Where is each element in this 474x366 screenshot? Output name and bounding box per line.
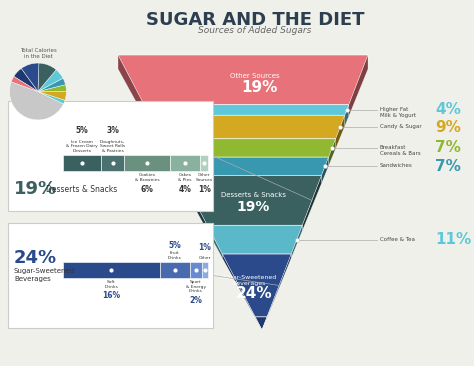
Text: 9%: 9%: [435, 120, 461, 135]
Text: SUGAR AND THE DIET: SUGAR AND THE DIET: [146, 11, 364, 29]
Wedge shape: [38, 70, 63, 92]
Bar: [170, 155, 201, 171]
Text: 13%: 13%: [8, 118, 68, 142]
Text: Higher Fat
Milk & Yogurt: Higher Fat Milk & Yogurt: [380, 107, 416, 118]
Text: 19%: 19%: [237, 200, 270, 214]
Polygon shape: [172, 157, 181, 183]
Text: Added Sugars: Added Sugars: [16, 136, 60, 141]
Text: Total Calories
in the Diet: Total Calories in the Diet: [19, 48, 56, 59]
Wedge shape: [11, 76, 38, 92]
Text: Ice Cream
& Frozen Dairy
Desserts: Ice Cream & Frozen Dairy Desserts: [66, 140, 98, 153]
Text: 1%: 1%: [199, 243, 211, 252]
Text: 16%: 16%: [102, 291, 120, 300]
Polygon shape: [345, 105, 349, 126]
Polygon shape: [302, 175, 321, 231]
Text: 6%: 6%: [140, 185, 154, 194]
Text: Sandwiches: Sandwiches: [380, 163, 413, 168]
Polygon shape: [181, 175, 321, 225]
Polygon shape: [118, 55, 144, 116]
Bar: [63, 262, 160, 278]
Polygon shape: [292, 225, 302, 258]
Text: 5%: 5%: [168, 241, 181, 250]
Text: Other Sources: Other Sources: [230, 73, 280, 79]
Polygon shape: [349, 55, 368, 116]
Polygon shape: [255, 317, 262, 330]
Text: Breakfast
Cereals & Bars: Breakfast Cereals & Bars: [380, 145, 420, 156]
Polygon shape: [144, 105, 349, 115]
Polygon shape: [162, 139, 172, 166]
Bar: [101, 155, 124, 171]
Text: 19%: 19%: [14, 180, 57, 198]
Text: 4%: 4%: [179, 185, 191, 194]
Text: 19%: 19%: [242, 81, 278, 96]
Text: Sport
& Energy
Drinks: Sport & Energy Drinks: [186, 280, 206, 293]
Text: 1%: 1%: [198, 185, 210, 194]
Wedge shape: [9, 82, 64, 120]
Text: Sugar-Sweetened
Beverages: Sugar-Sweetened Beverages: [14, 268, 75, 282]
Text: Other: Other: [199, 256, 211, 260]
Polygon shape: [144, 105, 149, 126]
Text: 24%: 24%: [14, 249, 57, 267]
Text: Coffee & Tea: Coffee & Tea: [380, 237, 415, 242]
Polygon shape: [162, 139, 336, 157]
Wedge shape: [38, 92, 65, 104]
Polygon shape: [149, 115, 162, 149]
Wedge shape: [38, 92, 66, 100]
Text: Cookies
& Brownies: Cookies & Brownies: [135, 173, 159, 182]
Wedge shape: [38, 85, 66, 92]
Text: 7%: 7%: [435, 141, 461, 156]
FancyBboxPatch shape: [8, 223, 213, 328]
Text: 3%: 3%: [106, 126, 119, 135]
Polygon shape: [321, 157, 328, 183]
Polygon shape: [172, 157, 328, 175]
Polygon shape: [328, 139, 336, 166]
Wedge shape: [38, 78, 65, 92]
Text: 2%: 2%: [190, 296, 202, 305]
Text: Doughnuts,
Sweet Rolls
& Pastries: Doughnuts, Sweet Rolls & Pastries: [100, 140, 125, 153]
Text: 4%: 4%: [435, 102, 461, 117]
Polygon shape: [262, 317, 267, 330]
Wedge shape: [38, 63, 56, 92]
Wedge shape: [14, 68, 38, 92]
Text: Desserts & Snacks: Desserts & Snacks: [220, 193, 285, 198]
Polygon shape: [255, 317, 267, 330]
Bar: [124, 155, 170, 171]
Polygon shape: [118, 55, 368, 105]
Bar: [190, 262, 202, 278]
Text: Other
Sources: Other Sources: [196, 173, 213, 182]
Polygon shape: [336, 115, 345, 149]
Bar: [201, 155, 208, 171]
Text: Sources of Added Sugars: Sources of Added Sugars: [198, 26, 312, 35]
Text: Desserts & Snacks: Desserts & Snacks: [46, 184, 117, 194]
Polygon shape: [222, 254, 255, 318]
Polygon shape: [207, 225, 222, 258]
Polygon shape: [181, 175, 207, 231]
Bar: [202, 262, 208, 278]
Text: Fruit
Drinks: Fruit Drinks: [168, 251, 182, 260]
Bar: [160, 262, 190, 278]
Text: Sugar-Sweetened
Beverages: Sugar-Sweetened Beverages: [221, 275, 276, 286]
Wedge shape: [21, 63, 39, 92]
Text: Soft
Drinks: Soft Drinks: [104, 280, 118, 289]
Bar: [63, 155, 101, 171]
Text: 24%: 24%: [236, 286, 272, 301]
Polygon shape: [149, 115, 345, 139]
Text: Candy & Sugar: Candy & Sugar: [380, 124, 422, 129]
Text: 5%: 5%: [76, 126, 89, 135]
FancyBboxPatch shape: [8, 101, 213, 211]
Text: 7%: 7%: [435, 159, 461, 174]
Text: 11%: 11%: [435, 232, 471, 247]
Polygon shape: [267, 254, 292, 318]
Text: Cakes
& Pies: Cakes & Pies: [178, 173, 192, 182]
Polygon shape: [222, 254, 292, 317]
Polygon shape: [207, 225, 302, 254]
